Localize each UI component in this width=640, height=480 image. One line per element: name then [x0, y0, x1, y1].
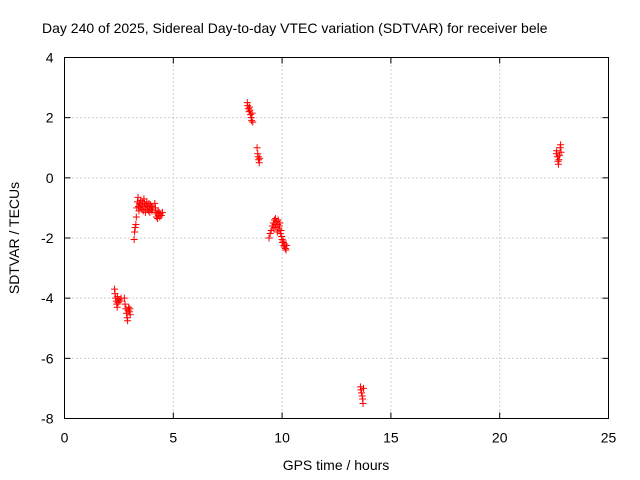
data-point [151, 199, 159, 207]
data-point [244, 102, 252, 110]
grid [64, 57, 609, 419]
x-tick-label: 20 [492, 430, 508, 446]
data-point [248, 117, 256, 125]
data-point [131, 228, 139, 236]
y-tick-label: -6 [41, 350, 54, 366]
data-point [557, 141, 565, 149]
x-axis-label: GPS time / hours [283, 457, 390, 473]
data-point [121, 300, 129, 308]
data-point [248, 109, 256, 117]
data-point [256, 154, 264, 162]
data-point [126, 311, 134, 319]
data-point [273, 217, 281, 225]
data-point [113, 303, 121, 311]
data-point [553, 147, 561, 155]
data-point [274, 216, 282, 224]
data-point [244, 105, 252, 113]
data-point [157, 211, 165, 219]
data-point [281, 245, 289, 253]
y-tick-label: -8 [41, 411, 54, 427]
data-point [273, 228, 281, 236]
data-point [247, 111, 255, 119]
y-tick-label: -2 [41, 230, 54, 246]
data-point [276, 229, 284, 237]
data-point [126, 305, 134, 313]
axis-ticks [64, 57, 609, 419]
data-points [111, 99, 565, 407]
y-tick-label: 0 [46, 170, 54, 186]
y-tick-labels: 4 2 0 -2 -4 -6 -8 [41, 50, 54, 427]
data-point [124, 317, 132, 325]
x-tick-label: 5 [169, 430, 177, 446]
y-tick-label: -4 [41, 290, 54, 306]
data-point [124, 306, 132, 314]
data-point [130, 236, 138, 244]
x-tick-labels: 0 5 10 15 20 25 [61, 430, 617, 446]
data-point [132, 213, 140, 221]
data-point [114, 293, 122, 301]
data-point [556, 151, 564, 159]
data-point [265, 234, 273, 242]
data-point [249, 118, 257, 126]
x-tick-label: 25 [601, 430, 617, 446]
data-point [125, 303, 133, 311]
data-point [276, 219, 284, 227]
data-point [557, 148, 565, 156]
y-tick-label: 2 [46, 110, 54, 126]
data-point [359, 384, 367, 392]
data-point [116, 297, 124, 305]
x-tick-label: 0 [61, 430, 69, 446]
data-point [253, 144, 261, 152]
data-point [269, 219, 277, 227]
data-point [266, 229, 274, 237]
data-point [359, 399, 367, 407]
x-tick-label: 10 [274, 430, 290, 446]
data-point [158, 208, 166, 216]
data-point [282, 242, 290, 250]
data-point [279, 237, 287, 245]
y-axis-label: SDTVAR / TECUs [6, 182, 22, 294]
chart-title: Day 240 of 2025, Sidereal Day-to-day VTE… [42, 20, 548, 36]
data-point [148, 207, 156, 215]
data-point [120, 294, 128, 302]
x-tick-label: 15 [383, 430, 399, 446]
data-point [555, 156, 563, 164]
data-point [281, 240, 289, 248]
data-point [131, 223, 139, 231]
y-tick-label: 4 [46, 50, 54, 66]
data-point [255, 156, 263, 164]
data-point [358, 389, 366, 397]
data-point [277, 226, 285, 234]
data-point [132, 220, 140, 228]
